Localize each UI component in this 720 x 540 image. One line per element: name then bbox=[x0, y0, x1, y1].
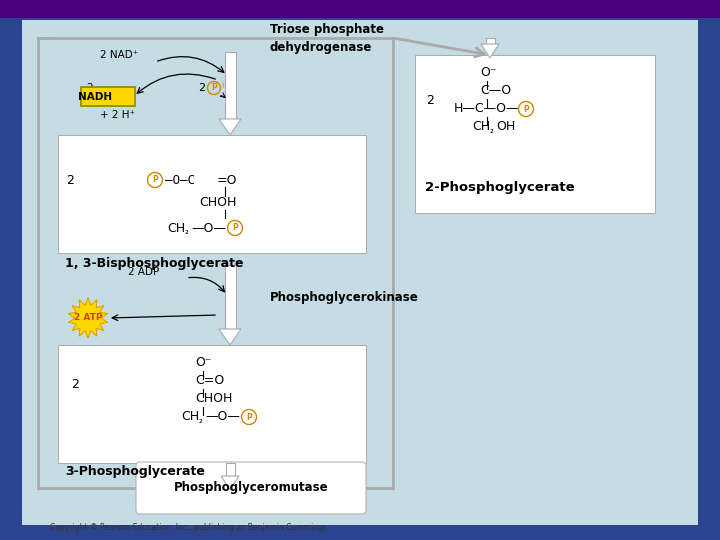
FancyBboxPatch shape bbox=[81, 87, 135, 106]
Text: i: i bbox=[221, 80, 223, 90]
Text: CH: CH bbox=[181, 410, 199, 423]
Text: Triose phosphate
dehydrogenase: Triose phosphate dehydrogenase bbox=[270, 23, 384, 53]
Text: 3-Phosphoglycerate: 3-Phosphoglycerate bbox=[65, 465, 205, 478]
Text: 2: 2 bbox=[66, 173, 74, 186]
Text: CHOH: CHOH bbox=[195, 393, 233, 406]
Text: 2: 2 bbox=[199, 83, 206, 93]
Text: 2: 2 bbox=[87, 83, 97, 93]
FancyBboxPatch shape bbox=[136, 462, 366, 514]
Text: P: P bbox=[523, 105, 529, 113]
Text: CH: CH bbox=[167, 221, 185, 234]
Text: Phosphoglycerokinase: Phosphoglycerokinase bbox=[270, 292, 419, 305]
Text: O⁻: O⁻ bbox=[195, 356, 212, 369]
FancyBboxPatch shape bbox=[225, 463, 235, 476]
FancyBboxPatch shape bbox=[58, 135, 366, 253]
Text: P: P bbox=[211, 84, 217, 92]
Text: 2 ATP: 2 ATP bbox=[73, 314, 102, 322]
Text: ₂: ₂ bbox=[199, 415, 203, 425]
Text: ₂: ₂ bbox=[490, 125, 494, 135]
Polygon shape bbox=[219, 329, 241, 345]
Polygon shape bbox=[68, 298, 107, 338]
Text: O⁻: O⁻ bbox=[480, 65, 497, 78]
Text: H—C—O—: H—C—O— bbox=[454, 103, 520, 116]
Text: —O—: —O— bbox=[191, 221, 226, 234]
Text: C—O: C—O bbox=[480, 84, 511, 98]
Text: 2: 2 bbox=[426, 93, 434, 106]
Text: C=O: C=O bbox=[195, 375, 224, 388]
FancyBboxPatch shape bbox=[0, 0, 720, 18]
Text: CHOH: CHOH bbox=[199, 197, 236, 210]
Text: + 2 H⁺: + 2 H⁺ bbox=[100, 110, 135, 120]
FancyBboxPatch shape bbox=[58, 345, 366, 463]
FancyBboxPatch shape bbox=[485, 38, 495, 44]
Text: P: P bbox=[232, 224, 238, 233]
Text: —O—C: —O—C bbox=[165, 173, 195, 186]
Text: =O: =O bbox=[217, 173, 238, 186]
Polygon shape bbox=[219, 119, 241, 135]
Text: P: P bbox=[246, 413, 252, 422]
Text: OH: OH bbox=[496, 120, 516, 133]
Text: CH: CH bbox=[472, 120, 490, 133]
Text: 2: 2 bbox=[71, 379, 79, 392]
Text: 2-Phosphoglycerate: 2-Phosphoglycerate bbox=[425, 181, 575, 194]
Text: P: P bbox=[152, 176, 158, 185]
FancyBboxPatch shape bbox=[415, 55, 655, 213]
Text: 1, 3-Bisphosphoglycerate: 1, 3-Bisphosphoglycerate bbox=[65, 256, 243, 269]
FancyBboxPatch shape bbox=[225, 265, 235, 329]
Text: 2 NAD⁺: 2 NAD⁺ bbox=[100, 50, 138, 60]
Text: 2 ADP: 2 ADP bbox=[128, 267, 159, 277]
Polygon shape bbox=[481, 44, 499, 58]
Text: ₂: ₂ bbox=[185, 226, 189, 236]
FancyBboxPatch shape bbox=[22, 20, 698, 525]
FancyBboxPatch shape bbox=[225, 52, 235, 119]
Text: NADH: NADH bbox=[78, 91, 112, 102]
Text: Phosphoglyceromutase: Phosphoglyceromutase bbox=[174, 482, 328, 495]
Text: Copyright © Pearson Education  Inc., publishing as Benjamin Cummings.: Copyright © Pearson Education Inc., publ… bbox=[50, 523, 329, 532]
Polygon shape bbox=[221, 476, 239, 490]
Text: —O—: —O— bbox=[205, 410, 240, 423]
Text: Figure 9. 9 A closer look at glycolysis: energy payoff phase (Layer 3): Figure 9. 9 A closer look at glycolysis:… bbox=[158, 4, 562, 15]
